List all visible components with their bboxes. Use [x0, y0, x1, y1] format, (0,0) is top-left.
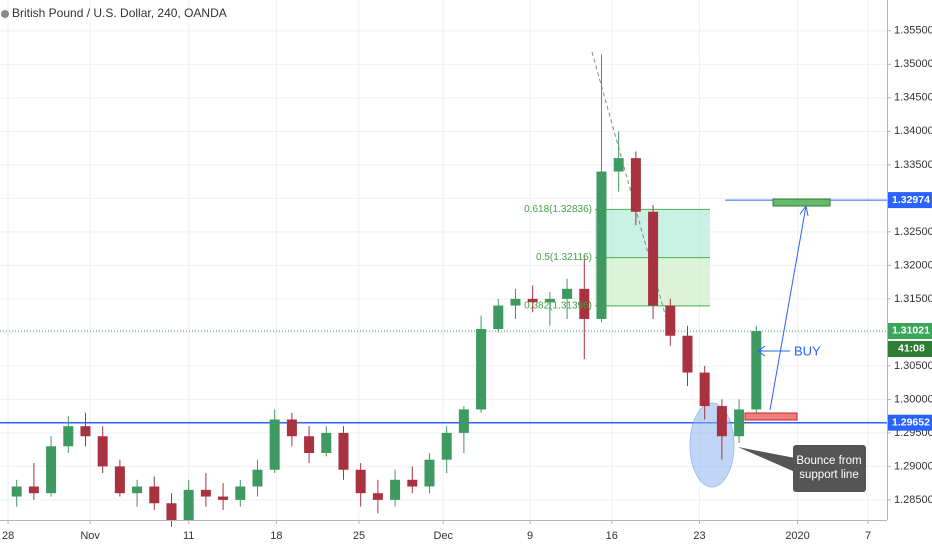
- candle-body: [682, 335, 693, 373]
- grid: [0, 0, 887, 520]
- candle-body: [166, 503, 177, 520]
- x-tick-label: 9: [527, 530, 533, 542]
- x-tick-label: 25: [353, 530, 365, 542]
- candle-body: [114, 466, 125, 494]
- candle-body: [665, 305, 676, 336]
- candle-body: [321, 432, 332, 453]
- fib-label: 0.618(1.32836): [524, 204, 592, 215]
- candle-body: [235, 486, 246, 500]
- fib-label: 0.382(1.31396): [524, 300, 592, 311]
- candle-body: [458, 409, 469, 433]
- candle-body: [218, 496, 229, 500]
- price-label: 1.32974: [892, 194, 930, 206]
- x-tick-label: 7: [865, 530, 871, 542]
- price-label-box: [888, 414, 932, 431]
- candle-body: [252, 469, 263, 487]
- buy-label: BUY: [794, 343, 821, 358]
- price-label-box: [888, 322, 932, 339]
- candle-body: [269, 419, 280, 470]
- candle-body: [11, 486, 22, 497]
- trend-line: [591, 51, 669, 326]
- candle-body: [441, 432, 452, 460]
- candle-body: [80, 426, 91, 437]
- callout-pointer: [738, 447, 795, 472]
- countdown-box: [888, 340, 932, 357]
- candle-body: [407, 479, 418, 487]
- callout-text: support line: [799, 469, 858, 481]
- y-tick-label: 1.34500: [894, 92, 932, 104]
- y-tick-label: 1.30500: [894, 360, 932, 372]
- y-tick-label: 1.32000: [894, 259, 932, 271]
- candle-body: [28, 486, 39, 494]
- candle-body: [716, 406, 727, 437]
- candle-body: [751, 331, 762, 410]
- candle-body: [63, 426, 74, 447]
- candle-body: [648, 211, 659, 306]
- candle-body: [734, 409, 745, 437]
- candle-body: [149, 486, 160, 504]
- candle-body: [424, 459, 435, 487]
- x-tick-label: 2020: [785, 530, 809, 542]
- x-tick-label: 23: [693, 530, 705, 542]
- y-tick-label: 1.28500: [894, 494, 932, 506]
- y-tick-label: 1.35000: [894, 58, 932, 70]
- candles: [11, 54, 762, 527]
- callout-box: [793, 445, 866, 492]
- y-tick-label: 1.29000: [894, 460, 932, 472]
- y-tick-label: 1.30000: [894, 393, 932, 405]
- y-tick-label: 1.35500: [894, 25, 932, 37]
- x-tick-label: 28: [2, 530, 14, 542]
- candle-body: [390, 479, 401, 500]
- trade-arrow-head: [799, 205, 809, 217]
- fib-label: 0.5(1.32116): [536, 252, 592, 263]
- y-tick-label: 1.32500: [894, 226, 932, 238]
- candle-body: [544, 298, 555, 303]
- candle-body: [97, 436, 108, 467]
- x-tick-label: Nov: [80, 530, 100, 542]
- candle-body: [527, 298, 538, 303]
- trade-arrow: [769, 205, 807, 411]
- candle-body: [699, 372, 710, 407]
- candle-body: [286, 419, 297, 437]
- bounce-ellipse: [689, 402, 735, 488]
- countdown: 41:08: [898, 343, 925, 355]
- candle-body: [596, 171, 607, 319]
- x-tick-label: 18: [270, 530, 282, 542]
- candle-body: [355, 469, 366, 494]
- y-tick-label: 1.34000: [894, 125, 932, 137]
- candle-body: [132, 486, 143, 494]
- x-tick-label: 16: [606, 530, 618, 542]
- buy-arrow-head: [757, 345, 766, 357]
- callout-text: Bounce from: [796, 455, 861, 467]
- candle-body: [630, 158, 641, 212]
- chart-title: British Pound / U.S. Dollar, 240, OANDA: [12, 6, 227, 20]
- candle-body: [510, 298, 521, 306]
- x-tick-label: 11: [183, 530, 194, 542]
- y-tick-label: 1.31500: [894, 293, 932, 305]
- candle-body: [613, 158, 624, 172]
- symbol-icon: [1, 10, 9, 18]
- target-box: [772, 198, 831, 207]
- candle-body: [493, 305, 504, 330]
- price-label-box: [888, 192, 932, 209]
- price-label: 1.31021: [892, 325, 930, 337]
- candle-body: [372, 493, 383, 500]
- x-tick-label: Dec: [433, 530, 453, 542]
- candle-body: [338, 432, 349, 470]
- candle-body: [476, 329, 487, 410]
- price-label: 1.29652: [892, 416, 930, 428]
- candle-body: [304, 436, 315, 453]
- stop-box: [744, 412, 798, 421]
- candle-body: [183, 489, 194, 520]
- candle-body: [562, 288, 573, 299]
- annotations: 0.618(1.32836) 0.5(1.32116) 0.382(1.31396)…: [524, 198, 866, 492]
- candle-body: [579, 288, 590, 319]
- candle-body: [46, 446, 57, 494]
- candle-body: [200, 489, 211, 497]
- axes: 1.285001.290001.295001.300001.305001.310…: [2, 25, 932, 542]
- y-tick-label: 1.33500: [894, 159, 932, 171]
